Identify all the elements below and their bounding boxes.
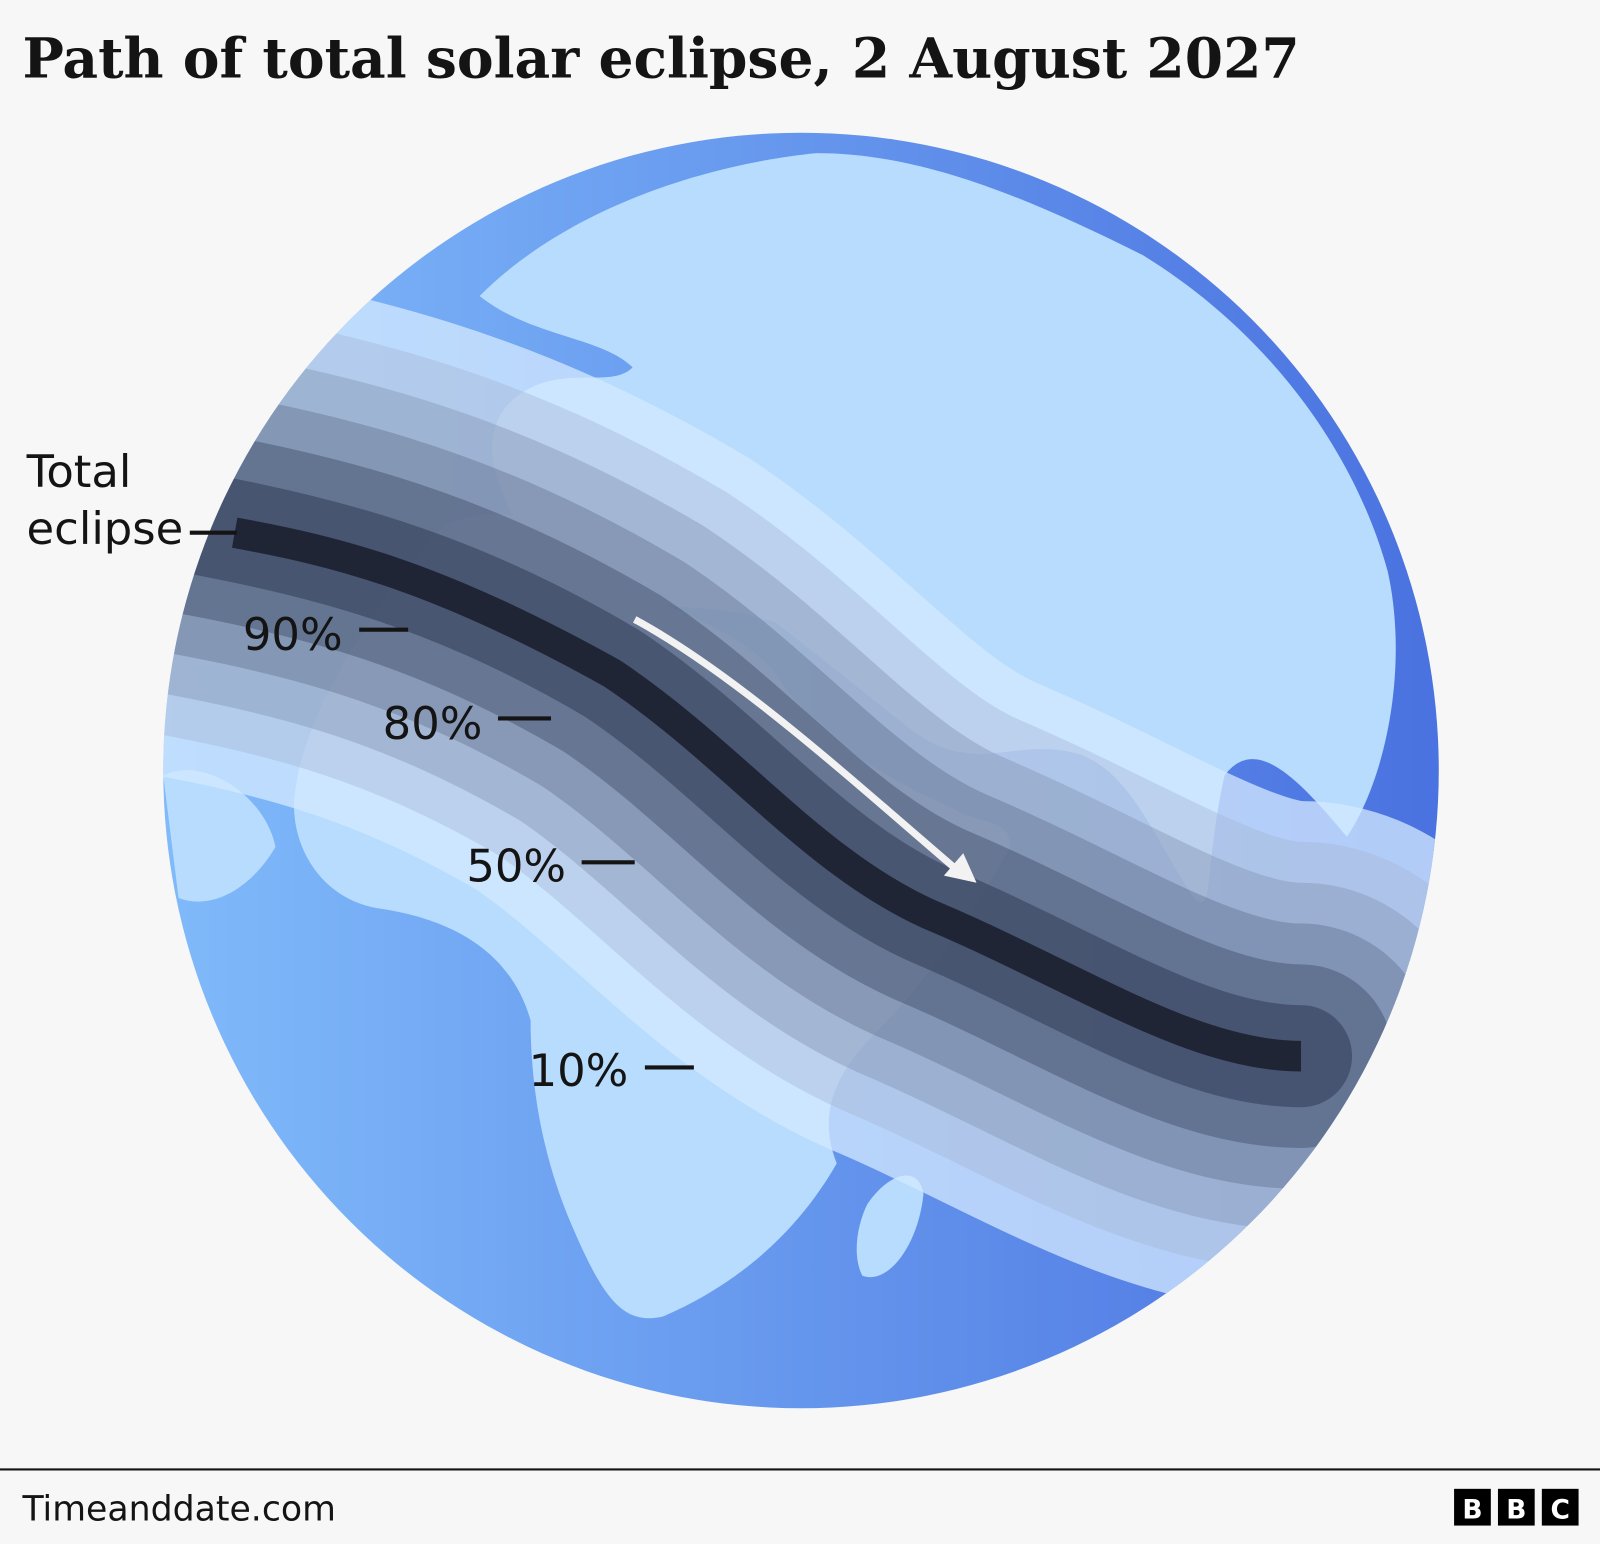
percent-label: 50%: [466, 840, 566, 893]
total-label: Total eclipse: [26, 445, 184, 556]
direction-arrow: [632, 616, 977, 883]
logo-box: [1454, 1488, 1491, 1526]
south-america: [163, 770, 276, 902]
percent-label: 80%: [383, 697, 483, 750]
source: Timeanddate.com: [21, 1489, 335, 1529]
total-label-box: Total eclipse: [26, 445, 184, 556]
madagascar: [856, 1175, 924, 1278]
logo-letter: B: [1462, 1494, 1482, 1525]
totality-path: [231, 517, 1302, 1072]
logo-box: [1497, 1488, 1535, 1526]
logo-box: [1541, 1488, 1579, 1526]
percent-label: 90%: [243, 608, 343, 661]
eclipse-bands: [163, 255, 1439, 1312]
logo-letter: C: [1550, 1494, 1569, 1525]
globe: [163, 132, 1439, 1409]
logo-letter: B: [1506, 1494, 1526, 1525]
percent-label: 10%: [529, 1044, 629, 1097]
title: Path of total solar eclipse, 2 August 20…: [22, 26, 1299, 91]
eurasia: [479, 153, 1396, 903]
